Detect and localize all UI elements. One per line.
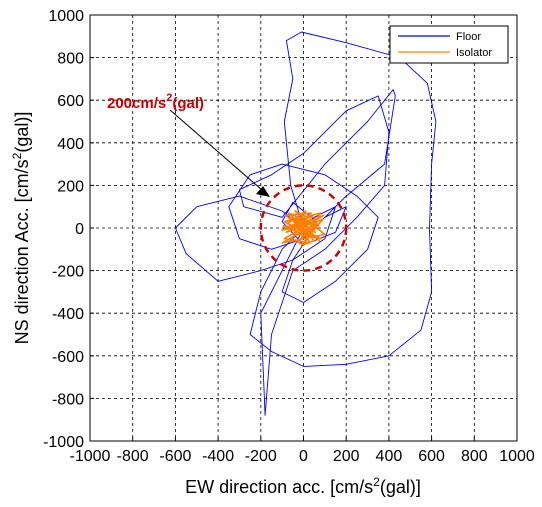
x-tick-label: 1000 xyxy=(499,448,535,465)
x-tick-label: 800 xyxy=(461,448,488,465)
y-tick-label: -800 xyxy=(52,391,84,408)
arrow-head xyxy=(256,186,270,197)
x-tick-label: 400 xyxy=(376,448,403,465)
x-tick-label: -1000 xyxy=(70,448,111,465)
ticks: -1000 -800 -600 -400 -200 0 200 400 600 800 1000 -1… xyxy=(43,8,535,465)
legend-label: Isolator xyxy=(456,47,492,59)
annotation-text: 200cm/s2(gal) xyxy=(107,92,204,112)
x-tick-label: 200 xyxy=(333,448,360,465)
y-tick-label: -200 xyxy=(52,264,84,281)
x-tick-label: 600 xyxy=(418,448,445,465)
x-tick-label: -200 xyxy=(245,448,277,465)
y-axis-title: NS direction Acc. [cm/s2(gal)] xyxy=(10,112,32,345)
annotation-arrow xyxy=(169,109,263,191)
x-axis-title: EW direction acc. [cm/s2(gal)] xyxy=(185,475,421,497)
y-tick-label: -1000 xyxy=(43,434,84,451)
x-tick-label: 0 xyxy=(299,448,308,465)
series-line xyxy=(281,210,326,246)
annotation-text-after: (gal) xyxy=(172,95,204,112)
y-tick-label: 800 xyxy=(57,51,84,68)
y-tick-label: -400 xyxy=(52,306,84,323)
reference-circle xyxy=(259,184,348,272)
y-tick-label: 200 xyxy=(57,178,84,195)
x-tick-label: -400 xyxy=(202,448,234,465)
y-tick-label: -600 xyxy=(52,349,84,366)
legend-label: Floor xyxy=(456,31,481,43)
annotation-text-main: 200cm/s xyxy=(107,95,166,112)
y-tick-label: 600 xyxy=(57,93,84,110)
x-tick-label: -600 xyxy=(159,448,191,465)
y-tick-label: 400 xyxy=(57,136,84,153)
legend: Floor Isolator xyxy=(389,25,509,64)
legend-box xyxy=(389,25,509,64)
annotation: 200cm/s2(gal) xyxy=(107,92,348,272)
annotation-text-sup: 2 xyxy=(166,92,172,104)
plot xyxy=(174,31,437,416)
series-line xyxy=(174,31,437,416)
y-tick-label: 1000 xyxy=(48,8,84,25)
y-tick-label: 0 xyxy=(75,221,84,238)
x-tick-label: -800 xyxy=(117,448,149,465)
